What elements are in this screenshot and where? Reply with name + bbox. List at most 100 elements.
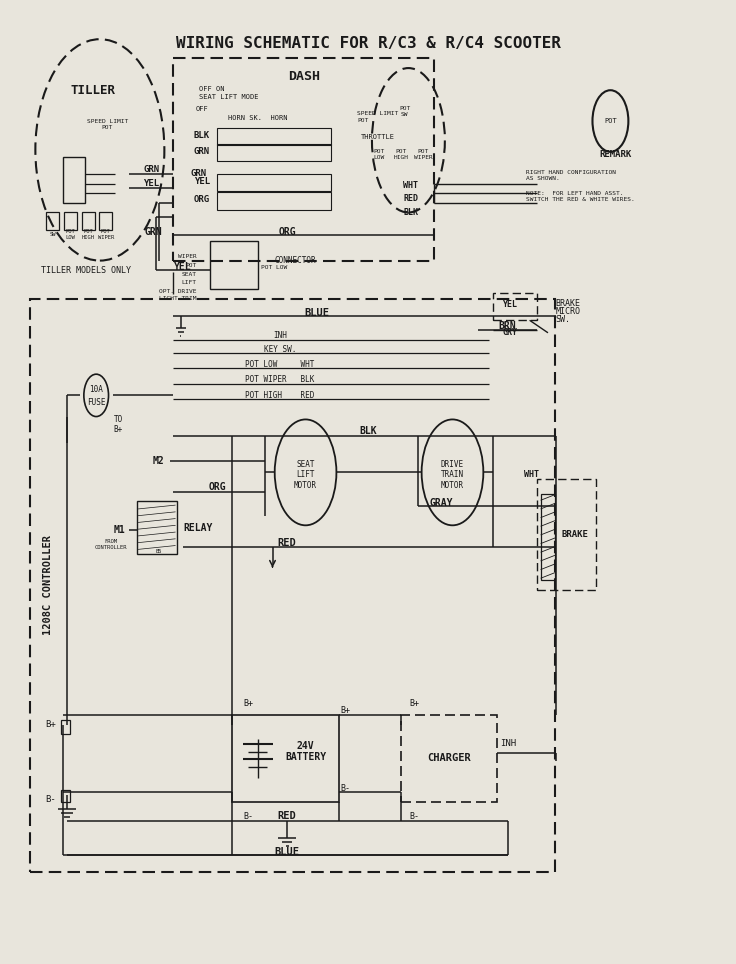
Text: B+: B+ [244,699,253,708]
Text: BRAKE: BRAKE [556,300,580,308]
Bar [61,720,70,735]
Text: POT: POT [102,125,113,130]
Text: CONNECTOR: CONNECTOR [275,256,316,265]
Bar [174,59,434,260]
Text: INH: INH [500,739,517,748]
Text: B+: B+ [340,706,350,714]
Bar [63,156,85,202]
Text: NOTE:  FOR LEFT HAND ASST.: NOTE: FOR LEFT HAND ASST. [526,191,623,196]
Text: M1: M1 [114,525,126,535]
Text: B-: B- [340,784,350,792]
Text: SEAT: SEAT [182,272,197,277]
Text: MOTOR: MOTOR [294,481,317,491]
Text: 1208C CONTROLLER: 1208C CONTROLLER [43,535,54,635]
Text: YEL: YEL [194,177,210,186]
Text: POT
WIPER: POT WIPER [414,149,433,160]
Text: KEY SW.: KEY SW. [263,345,296,354]
Text: SW.: SW. [556,315,570,324]
Bar [30,299,556,871]
Bar [217,145,331,161]
Text: WIPER: WIPER [178,254,197,259]
Text: POT LOW: POT LOW [261,265,288,270]
Text: POT
LOW: POT LOW [66,229,75,240]
Ellipse shape [422,419,484,525]
Bar [82,212,95,229]
Bar [99,212,113,229]
Text: 24V
BATTERY: 24V BATTERY [285,740,326,763]
Text: B5: B5 [155,549,162,553]
Text: BLK: BLK [403,208,418,217]
Text: CHARGER: CHARGER [427,753,471,763]
Text: INH: INH [273,332,287,340]
Text: FROM: FROM [105,539,117,545]
Text: BLUE: BLUE [304,308,329,317]
Bar [137,501,177,554]
Text: WIRING SCHEMATIC FOR R/C3 & R/C4 SCOOTER: WIRING SCHEMATIC FOR R/C3 & R/C4 SCOOTER [175,37,561,51]
Text: POT
HIGH: POT HIGH [394,149,408,160]
Text: OFF ON: OFF ON [199,86,224,93]
Text: BLK: BLK [194,131,210,140]
Ellipse shape [275,419,336,525]
Text: OPT. DRIVE: OPT. DRIVE [159,289,197,294]
Text: SW: SW [49,232,56,237]
Text: ORG: ORG [278,227,296,237]
Text: WHT: WHT [403,181,418,190]
Text: LIFT: LIFT [182,281,197,285]
Bar [217,128,331,146]
Text: OFF: OFF [195,105,208,112]
Text: POT
LOW: POT LOW [373,149,385,160]
Bar [46,212,60,229]
Text: CONTROLLER: CONTROLLER [95,545,127,549]
Text: B+: B+ [113,424,123,434]
Text: HORN SK.  HORN: HORN SK. HORN [228,115,288,121]
Bar [217,174,331,191]
Text: DRIVE: DRIVE [441,460,464,469]
Bar [217,192,331,209]
Text: POT LOW     WHT: POT LOW WHT [245,361,314,369]
Text: SEAT: SEAT [297,460,315,469]
Bar [493,293,537,320]
Text: POT HIGH    RED: POT HIGH RED [245,390,314,400]
Text: B+: B+ [46,720,56,729]
Text: DASH: DASH [288,70,319,83]
Text: BRN: BRN [499,321,517,331]
Text: POT: POT [357,118,368,122]
Text: 10A: 10A [89,385,103,394]
Bar [61,790,70,802]
Text: POT WIPER   BLK: POT WIPER BLK [245,375,314,385]
Text: MICRO: MICRO [556,308,580,316]
Bar [541,494,556,580]
Text: ORG: ORG [208,482,226,492]
Text: BRAKE: BRAKE [562,530,589,540]
Text: MOTOR: MOTOR [441,481,464,491]
Text: ORG: ORG [194,196,210,204]
Text: GRY: GRY [503,329,517,337]
Text: POT
WIPER: POT WIPER [98,229,114,240]
Text: B-: B- [409,812,420,820]
Text: YEL: YEL [144,179,160,188]
Text: B+: B+ [409,699,420,708]
Text: POT: POT [185,263,197,268]
Text: YEL: YEL [503,301,517,309]
Bar [64,212,77,229]
Text: TILLER: TILLER [70,84,115,96]
Bar [210,241,258,289]
Text: B-: B- [244,812,253,820]
Text: LIFT: LIFT [297,469,315,479]
Bar [401,715,497,802]
Text: B-: B- [46,795,56,804]
Text: FUSE: FUSE [87,397,105,407]
Text: WHT: WHT [523,469,539,479]
Text: M2: M2 [153,456,165,466]
Text: SPEED LIMIT: SPEED LIMIT [357,111,398,116]
Text: AS SHOWN.: AS SHOWN. [526,176,559,181]
Text: RED: RED [277,811,297,821]
Text: YEL: YEL [174,262,191,273]
Text: POT
HIGH: POT HIGH [82,229,95,240]
Text: LIGHT TRIM: LIGHT TRIM [159,296,197,301]
Text: GRN: GRN [144,165,160,174]
Text: SWITCH THE RED & WHITE WIRES.: SWITCH THE RED & WHITE WIRES. [526,198,634,202]
Text: GRN: GRN [194,147,210,156]
Text: THROTTLE: THROTTLE [361,134,394,141]
Text: RELAY: RELAY [183,523,212,533]
